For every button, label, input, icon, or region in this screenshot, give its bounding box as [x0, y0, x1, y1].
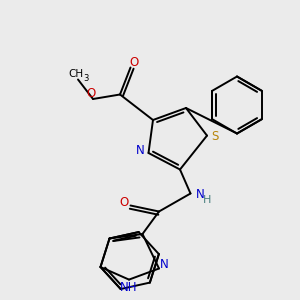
Text: N: N	[196, 188, 205, 202]
Text: O: O	[86, 87, 95, 100]
Text: H: H	[203, 195, 211, 205]
Text: NH: NH	[120, 280, 137, 294]
Text: CH: CH	[68, 69, 83, 79]
Text: O: O	[129, 56, 138, 70]
Text: N: N	[136, 143, 145, 157]
Text: 3: 3	[83, 74, 88, 83]
Text: O: O	[120, 196, 129, 209]
Text: N: N	[160, 258, 169, 272]
Text: S: S	[211, 130, 218, 143]
